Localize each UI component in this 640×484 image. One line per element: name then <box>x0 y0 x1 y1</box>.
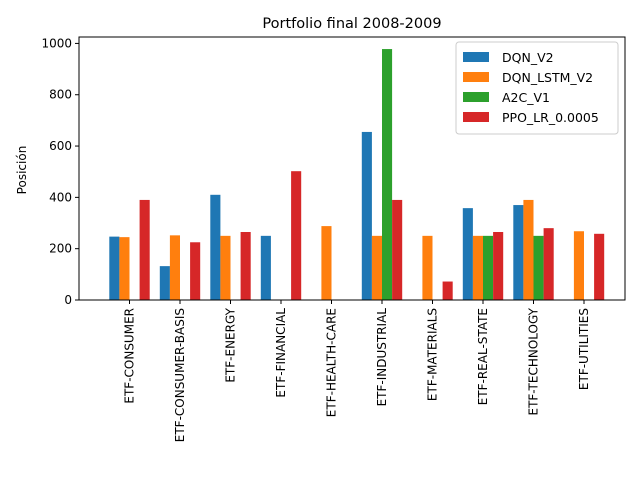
legend-label: A2C_V1 <box>502 90 550 105</box>
bar <box>139 199 150 300</box>
bar <box>291 171 302 300</box>
bar <box>472 235 483 300</box>
y-tick-label: 800 <box>49 88 72 102</box>
bar <box>361 131 372 300</box>
legend-label: PPO_LR_0.0005 <box>502 110 599 125</box>
bar <box>513 205 524 300</box>
bar <box>220 235 231 300</box>
bar <box>260 235 271 300</box>
legend-swatch <box>463 72 489 82</box>
bar <box>371 235 382 300</box>
y-tick-label: 0 <box>64 293 72 307</box>
y-tick-label: 1000 <box>41 36 72 50</box>
legend-label: DQN_V2 <box>502 50 554 65</box>
x-tick-label: ETF-INDUSTRIAL <box>375 308 389 407</box>
y-tick-label: 200 <box>49 242 72 256</box>
bar <box>422 235 433 300</box>
legend-swatch <box>463 52 489 62</box>
x-tick-label: ETF-UTILITIES <box>577 308 591 390</box>
bar <box>533 235 544 300</box>
x-tick-label: ETF-CONSUMER-BASIS <box>173 308 187 442</box>
bar <box>543 228 554 300</box>
x-tick-label: ETF-REAL-STATE <box>476 308 490 405</box>
bars-group <box>109 49 605 301</box>
bar <box>159 266 170 300</box>
legend-label: DQN_LSTM_V2 <box>502 70 593 85</box>
bar <box>190 242 201 300</box>
bar <box>382 49 393 301</box>
y-axis: 0 200 400 600 800 1000 <box>41 36 79 307</box>
y-tick-label: 600 <box>49 139 72 153</box>
chart-title: Portfolio final 2008-2009 <box>262 16 441 32</box>
x-tick-label: ETF-HEALTH-CARE <box>325 308 339 417</box>
bar <box>523 199 534 300</box>
bar <box>594 233 605 300</box>
bar <box>109 236 120 300</box>
y-axis-label: Posición <box>15 146 29 195</box>
x-tick-label: ETF-MATERIALS <box>426 308 440 401</box>
plot-frame <box>78 36 626 301</box>
x-axis: ETF-CONSUMER ETF-CONSUMER-BASIS ETF-ENERGY… <box>123 300 591 442</box>
legend: DQN_V2 DQN_LSTM_V2 A2C_V1 PPO_LR_0.0005 <box>455 41 619 135</box>
bar <box>169 235 180 300</box>
bar <box>493 232 504 300</box>
bar <box>442 281 453 300</box>
x-tick-label: ETF-CONSUMER <box>123 308 137 404</box>
bar <box>240 232 251 300</box>
bar <box>483 235 494 300</box>
bar <box>119 237 130 300</box>
bar <box>321 226 332 300</box>
legend-frame <box>455 41 619 135</box>
legend-swatch <box>463 112 489 122</box>
bar <box>573 231 584 300</box>
x-tick-label: ETF-FINANCIAL <box>274 308 288 398</box>
legend-swatch <box>463 92 489 102</box>
x-tick-label: ETF-TECHNOLOGY <box>527 307 541 415</box>
bar <box>462 208 473 300</box>
bar <box>392 199 403 300</box>
x-tick-label: ETF-ENERGY <box>224 307 238 382</box>
bar <box>210 194 221 300</box>
y-tick-label: 400 <box>49 190 72 204</box>
